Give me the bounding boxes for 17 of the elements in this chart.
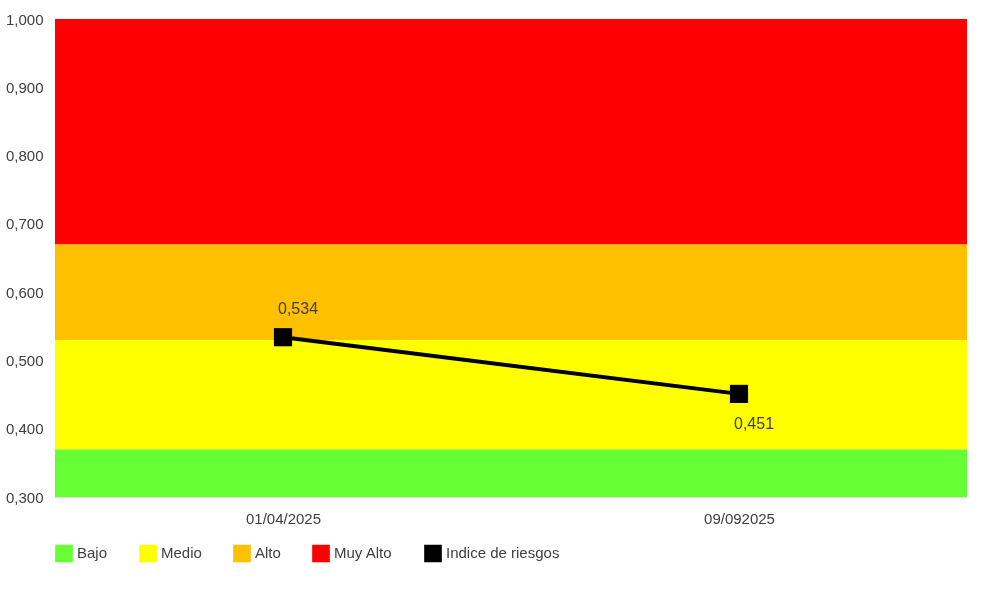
y-tick-label: 0,300 bbox=[5, 488, 44, 506]
y-tick-label: 0,500 bbox=[5, 351, 44, 369]
y-tick-label: 0,700 bbox=[5, 215, 44, 233]
x-tick-label: 09/092025 bbox=[704, 509, 775, 527]
legend-label: Indice de riesgos bbox=[446, 544, 560, 562]
data-label: 0,451 bbox=[734, 414, 775, 432]
x-tick-label: 01/04/2025 bbox=[245, 509, 322, 527]
y-tick-label: 1,000 bbox=[5, 10, 44, 28]
y-tick-label: 0,800 bbox=[5, 147, 44, 165]
data-label: 0,534 bbox=[278, 300, 319, 318]
y-tick-label: 0,600 bbox=[5, 283, 44, 301]
legend-label: Bajo bbox=[77, 544, 108, 562]
legend-label: Muy Alto bbox=[334, 544, 392, 562]
legend-label: Alto bbox=[255, 544, 281, 562]
legend-label: Medio bbox=[161, 544, 202, 562]
y-tick-label: 0,900 bbox=[5, 78, 44, 96]
y-tick-label: 0,400 bbox=[5, 420, 44, 438]
